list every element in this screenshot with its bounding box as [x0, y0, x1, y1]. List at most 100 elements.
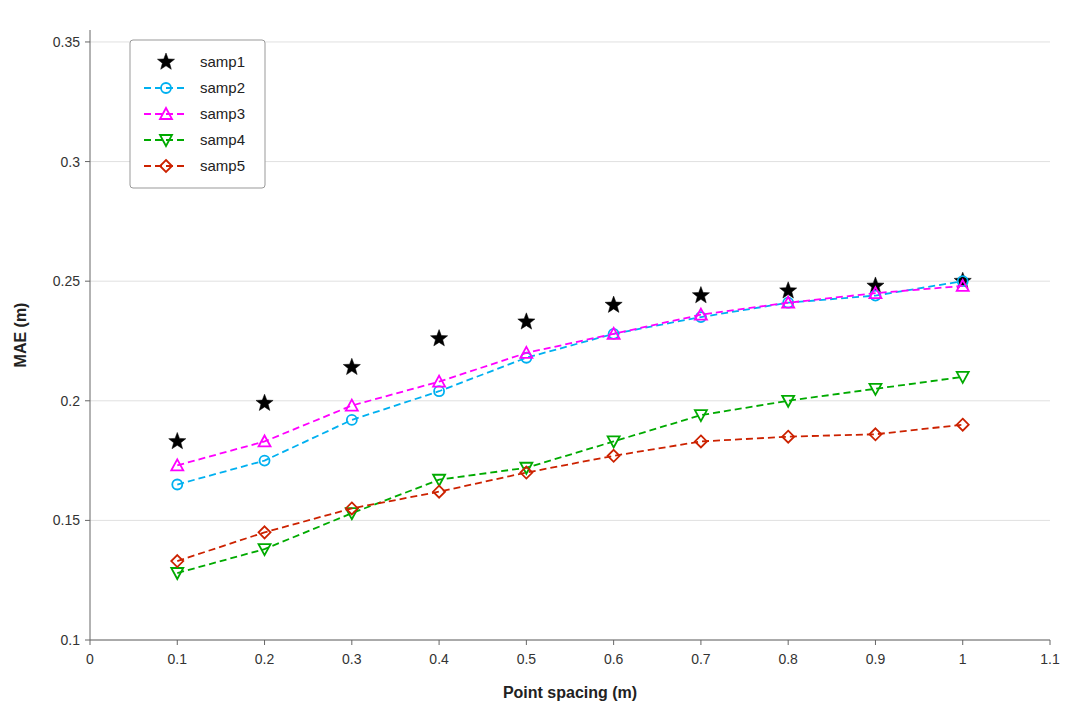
x-tick-label: 0.2: [255, 651, 275, 667]
y-tick-label: 0.15: [53, 512, 80, 528]
x-axis-line: [90, 640, 1050, 641]
x-tick-label: 0.9: [866, 651, 886, 667]
x-tick: [962, 640, 963, 645]
series-line: [177, 425, 962, 561]
y-tick: [85, 281, 90, 282]
legend-label: samp3: [200, 105, 245, 122]
point: [431, 330, 448, 346]
point: [260, 456, 270, 466]
x-tick-label: 0.3: [342, 651, 362, 667]
x-tick-label: 1.1: [1040, 651, 1060, 667]
point: [347, 415, 357, 425]
point: [605, 296, 622, 312]
y-tick: [85, 41, 90, 42]
x-tick: [788, 640, 789, 645]
x-tick: [439, 640, 440, 645]
x-tick-label: 0.1: [168, 651, 188, 667]
point: [695, 410, 707, 421]
legend-marker: [160, 135, 172, 146]
point: [346, 400, 358, 411]
point: [957, 280, 969, 291]
series: [169, 272, 972, 449]
y-tick: [85, 161, 90, 162]
legend-marker: [160, 160, 172, 172]
plot-area: [169, 272, 972, 579]
grid-line: [90, 400, 1050, 401]
y-tick: [85, 400, 90, 401]
y-tick: [85, 640, 90, 641]
x-tick-label: 0.8: [778, 651, 798, 667]
y-tick-label: 0.1: [61, 632, 81, 648]
point: [782, 431, 794, 443]
legend-label: samp2: [200, 79, 245, 96]
series-line: [177, 286, 962, 465]
point: [169, 432, 186, 448]
legend-line: [144, 113, 188, 115]
legend-line: [144, 139, 188, 141]
legend-marker: [157, 53, 174, 69]
point: [259, 544, 271, 555]
y-axis-label: MAE (m): [12, 303, 29, 368]
point: [171, 459, 183, 470]
point: [520, 467, 532, 479]
point: [433, 475, 445, 486]
point: [695, 309, 707, 320]
x-tick: [351, 640, 352, 645]
x-axis-label: Point spacing (m): [503, 684, 637, 701]
x-tick-label: 0.6: [604, 651, 624, 667]
y-tick: [85, 520, 90, 521]
legend: samp1 samp2 samp3 samp4 samp5: [130, 40, 265, 188]
x-tick: [526, 640, 527, 645]
axes: 00.10.20.30.40.50.60.70.80.911.10.10.150…: [53, 30, 1060, 667]
x-tick: [264, 640, 265, 645]
point: [869, 384, 881, 395]
point: [782, 297, 794, 308]
point: [783, 298, 793, 308]
point: [957, 372, 969, 383]
y-tick-label: 0.35: [53, 34, 80, 50]
y-tick-label: 0.2: [61, 393, 81, 409]
x-tick: [613, 640, 614, 645]
point: [608, 328, 620, 339]
legend-label: samp1: [200, 53, 245, 70]
x-tick-label: 0: [86, 651, 94, 667]
legend-label: samp5: [200, 157, 245, 174]
y-axis-line: [90, 30, 91, 640]
x-tick-label: 0.7: [691, 651, 711, 667]
point: [256, 394, 273, 410]
legend-marker: [161, 83, 171, 93]
point: [171, 568, 183, 579]
legend-frame: [130, 40, 265, 188]
legend-line: [144, 87, 188, 89]
point: [608, 436, 620, 447]
point: [957, 419, 969, 431]
point: [695, 435, 707, 447]
point: [869, 428, 881, 440]
point: [343, 358, 360, 374]
grid: [90, 42, 1050, 640]
point: [518, 313, 535, 329]
legend-label: samp4: [200, 131, 245, 148]
series: [172, 276, 967, 489]
point: [692, 287, 709, 303]
point: [608, 450, 620, 462]
point: [434, 386, 444, 396]
x-tick-label: 0.5: [517, 651, 537, 667]
x-tick: [875, 640, 876, 645]
x-tick: [90, 640, 91, 645]
point: [782, 396, 794, 407]
point: [869, 287, 881, 298]
point: [172, 480, 182, 490]
point: [259, 526, 271, 538]
x-tick: [700, 640, 701, 645]
legend-line: [144, 165, 188, 167]
background: [0, 0, 1080, 720]
point: [433, 486, 445, 498]
point: [171, 555, 183, 567]
grid-line: [90, 640, 1050, 641]
grid-line: [90, 520, 1050, 521]
point: [346, 502, 358, 514]
x-tick: [1050, 640, 1051, 645]
series-line: [177, 377, 962, 573]
point: [433, 376, 445, 387]
